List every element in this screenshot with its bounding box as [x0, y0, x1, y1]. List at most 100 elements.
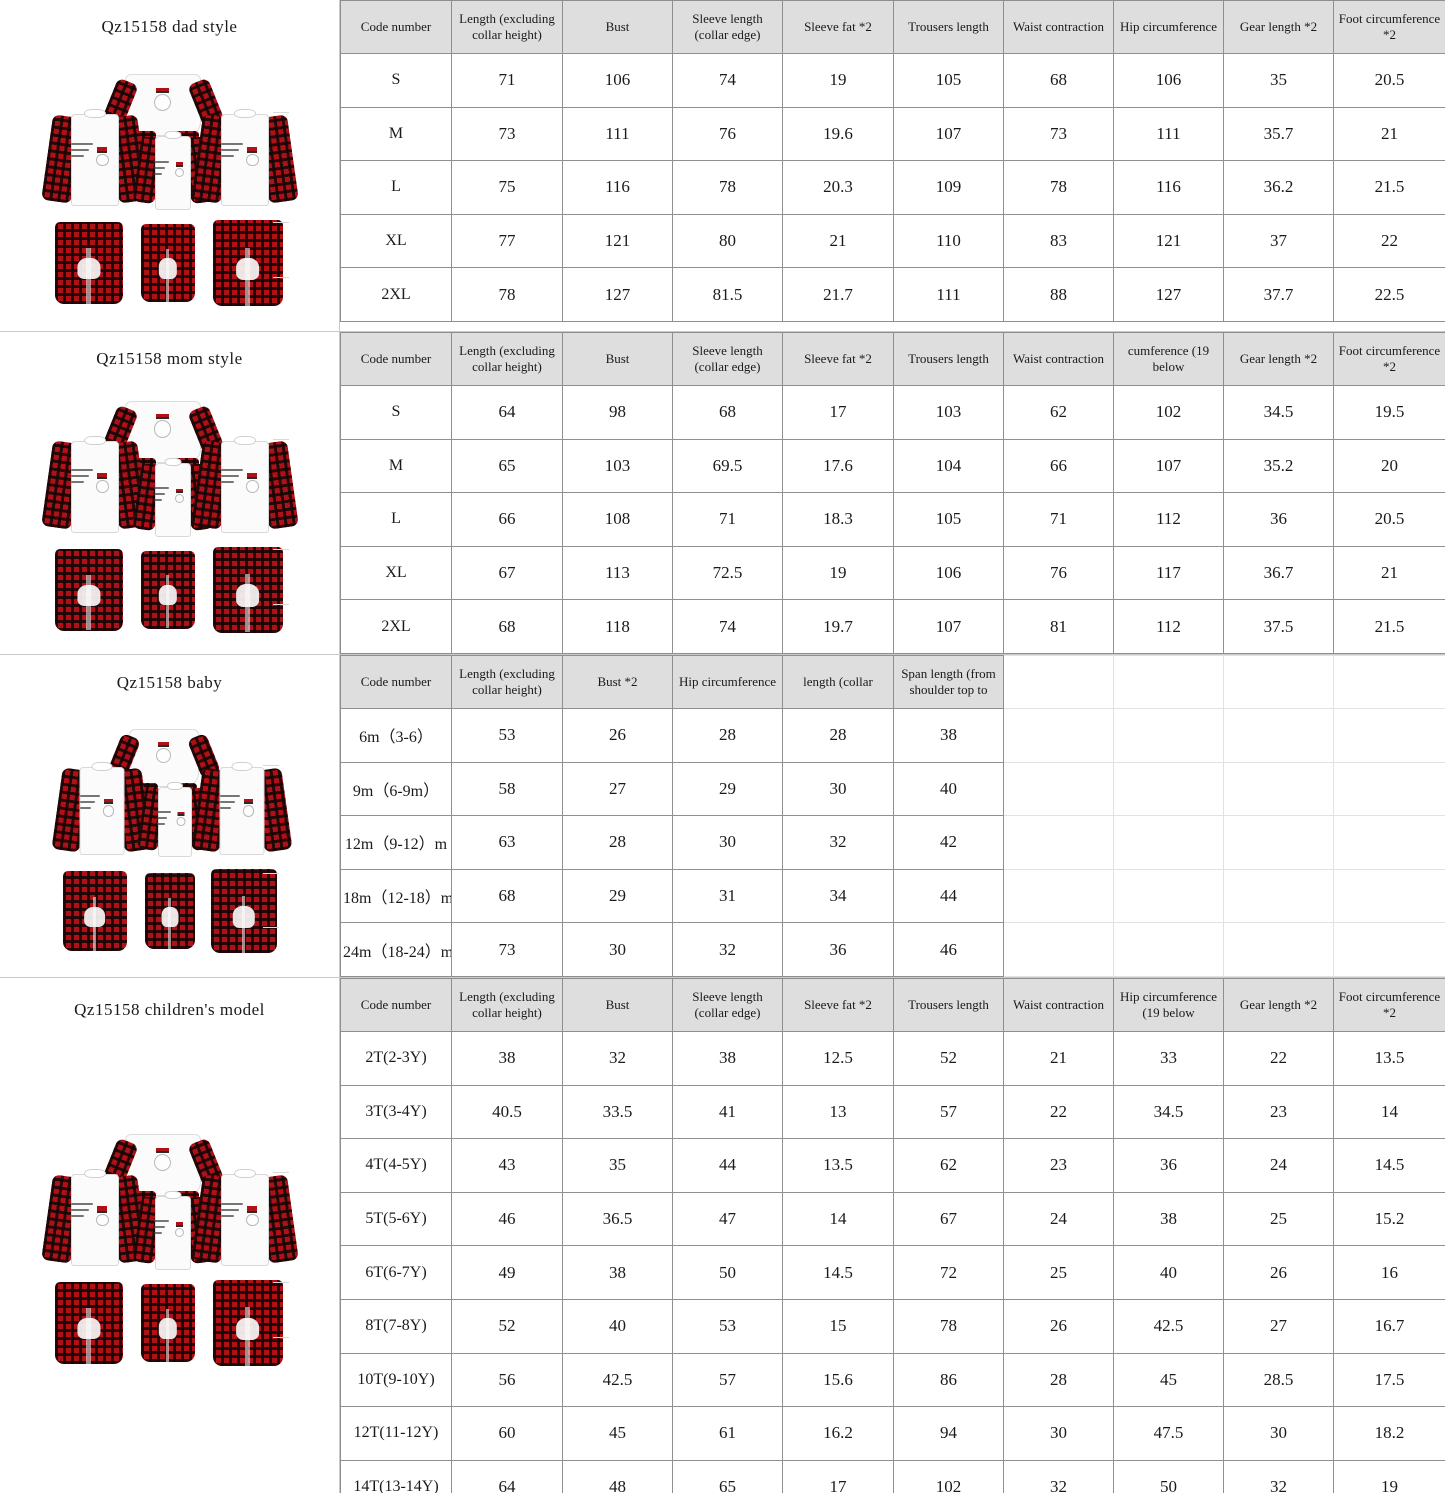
- dad-table-body: S 71 106 74 19 105 68 106 35 20.5 M 73 111 76 19.6 107 7…: [340, 53, 1445, 322]
- cell-measurement: 18.2: [1333, 1406, 1445, 1461]
- cell-measurement: 28: [782, 707, 894, 763]
- cell-empty: [1003, 922, 1114, 977]
- cell-measurement: 15.6: [782, 1352, 894, 1408]
- cell-measurement: 15.2: [1333, 1191, 1445, 1247]
- cell-measurement: 53: [451, 707, 563, 763]
- cell-measurement: 13: [782, 1084, 894, 1140]
- dad-size-table: Code number Length (excluding collar hei…: [340, 0, 1445, 322]
- cell-measurement: 106: [1113, 53, 1224, 108]
- pants-graphic-3: [210, 869, 277, 954]
- baby-table-body: 6m（3-6） 53 26 28 28 38 9m（6-9m） 58 27 29 30 40 12m（9…: [340, 707, 1445, 977]
- col-header-gear-length: Gear length *2: [1223, 977, 1334, 1032]
- cell-measurement: 21.5: [1333, 160, 1445, 215]
- col-header-foot-circumference: Foot circumference *2: [1333, 332, 1445, 386]
- cell-measurement: 36: [782, 922, 894, 977]
- baby-size-table: Code number Length (excluding collar hei…: [340, 654, 1445, 977]
- kid-top-graphic: [136, 782, 213, 859]
- cell-size-label: XL: [340, 213, 452, 269]
- cell-measurement: 73: [1003, 106, 1114, 162]
- cell-empty: [1223, 707, 1334, 763]
- cell-measurement: 67: [451, 545, 563, 601]
- adult-top-graphic: [40, 1168, 149, 1268]
- col-header-length: Length (excluding collar height): [451, 0, 563, 54]
- cell-measurement: 46: [451, 1191, 563, 1247]
- cell-measurement: 37: [1223, 213, 1334, 269]
- cell-measurement: 38: [451, 1030, 563, 1086]
- table-row: 5T(5-6Y) 46 36.5 47 14 67 24 38 25 15.2: [340, 1191, 1445, 1247]
- cell-measurement: 107: [893, 599, 1004, 654]
- cell-measurement: 107: [1113, 438, 1224, 494]
- cell-measurement: 28: [672, 707, 783, 763]
- cell-measurement: 71: [1003, 492, 1114, 547]
- dad-product-image: [0, 53, 339, 331]
- cell-empty: [1223, 868, 1334, 924]
- col-header-hip-circumference: cumference (19 below: [1113, 332, 1224, 386]
- cell-measurement: 45: [562, 1406, 673, 1461]
- cell-measurement: 38: [562, 1245, 673, 1300]
- cell-measurement: 43: [451, 1138, 563, 1193]
- mom-left-column: Qz15158 mom style: [0, 332, 340, 654]
- dad-left-column: Qz15158 dad style: [0, 0, 340, 331]
- dad-title: Qz15158 dad style: [101, 16, 238, 36]
- cell-empty: [1113, 761, 1224, 817]
- col-header-hip-circumference: Hip circumference: [672, 654, 783, 709]
- cell-size-label: 2XL: [340, 599, 452, 654]
- pants-graphic-3: [212, 546, 283, 633]
- cell-measurement: 103: [893, 385, 1004, 440]
- col-header-bust: Bust: [562, 977, 673, 1032]
- cell-measurement: 105: [893, 492, 1004, 547]
- pants-graphic-2: [140, 224, 195, 302]
- cell-measurement: 14: [782, 1191, 894, 1247]
- cell-empty: [1113, 922, 1224, 977]
- cell-measurement: 109: [893, 160, 1004, 215]
- cell-size-label: 8T(7-8Y): [340, 1298, 452, 1354]
- table-row: 18m（12-18）m 68 29 31 34 44: [340, 868, 1445, 924]
- cell-empty: [1333, 922, 1445, 977]
- cell-size-label: 3T(3-4Y): [340, 1084, 452, 1140]
- kid-top-graphic: [132, 131, 213, 212]
- cell-measurement: 16: [1333, 1245, 1445, 1300]
- cell-measurement: 14: [1333, 1084, 1445, 1140]
- col-header-sleeve-fat: Sleeve fat *2: [782, 977, 894, 1032]
- cell-measurement: 26: [562, 707, 673, 763]
- section-dad: Qz15158 dad style: [0, 0, 1445, 332]
- cell-measurement: 28: [562, 815, 673, 870]
- cell-measurement: 36.5: [562, 1191, 673, 1247]
- col-header-empty-3: [1223, 654, 1334, 709]
- cell-measurement: 23: [1003, 1138, 1114, 1193]
- table-row: 6T(6-7Y) 49 38 50 14.5 72 25 40 26 16: [340, 1245, 1445, 1300]
- col-header-waist-contraction: Waist contraction: [1003, 0, 1114, 54]
- cell-size-label: M: [340, 438, 452, 494]
- cell-measurement: 13.5: [1333, 1030, 1445, 1086]
- baby-product-image: [0, 711, 339, 976]
- cell-measurement: 30: [672, 815, 783, 870]
- cell-measurement: 30: [1003, 1406, 1114, 1461]
- children-product-image: [0, 1043, 339, 1461]
- cell-size-label: 6m（3-6）: [340, 707, 452, 763]
- col-header-foot-circumference: Foot circumference *2: [1333, 977, 1445, 1032]
- table-row: 14T(13-14Y) 64 48 65 17 102 32 50 32 19: [340, 1459, 1445, 1493]
- cell-measurement: 17: [782, 1459, 894, 1493]
- cell-size-label: XL: [340, 545, 452, 601]
- cell-measurement: 21: [1003, 1030, 1114, 1086]
- col-header-waist-contraction: Waist contraction: [1003, 977, 1114, 1032]
- cell-measurement: 88: [1003, 267, 1114, 322]
- cell-measurement: 37.7: [1223, 267, 1334, 322]
- cell-measurement: 12.5: [782, 1030, 894, 1086]
- cell-measurement: 111: [893, 267, 1004, 322]
- col-header-length: Length (excluding collar height): [451, 977, 563, 1032]
- cell-measurement: 57: [672, 1352, 783, 1408]
- cell-measurement: 32: [782, 815, 894, 870]
- cell-measurement: 31: [672, 868, 783, 924]
- children-table-body: 2T(2-3Y) 38 32 38 12.5 52 21 33 22 13.5 3T(3-4Y) 40…: [340, 1030, 1445, 1493]
- cell-measurement: 19.5: [1333, 385, 1445, 440]
- col-header-code-number: Code number: [340, 654, 452, 709]
- pants-graphic-2: [140, 1283, 195, 1362]
- cell-measurement: 74: [672, 53, 783, 108]
- cell-measurement: 24: [1003, 1191, 1114, 1247]
- cell-measurement: 121: [1113, 213, 1224, 269]
- cell-measurement: 46: [893, 922, 1004, 977]
- cell-measurement: 52: [893, 1030, 1004, 1086]
- mom-title: Qz15158 mom style: [96, 348, 243, 368]
